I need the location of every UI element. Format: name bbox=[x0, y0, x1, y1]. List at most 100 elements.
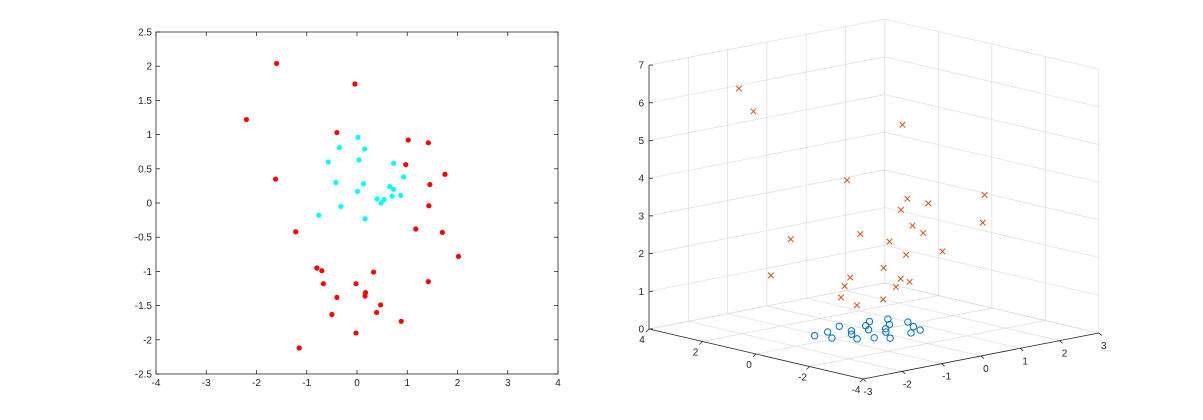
data-point-series-0 bbox=[274, 60, 280, 67]
back-wall-gridline bbox=[648, 207, 885, 254]
data-point-series-1 bbox=[387, 183, 393, 190]
data-point-series-0 bbox=[398, 318, 404, 324]
back-wall-gridline bbox=[648, 244, 885, 292]
data-point-x-marker bbox=[843, 177, 851, 184]
side-wall-gridline bbox=[884, 56, 1099, 108]
x-tick-mark bbox=[1019, 348, 1024, 352]
y-tick-label: -2.5 bbox=[135, 370, 153, 381]
data-point-x-marker bbox=[920, 229, 927, 237]
data-point-series-0 bbox=[378, 302, 384, 308]
data-point-series-0 bbox=[425, 140, 431, 146]
x-tick-label: 4 bbox=[555, 378, 561, 389]
plot-area-2d bbox=[155, 31, 559, 375]
data-point-series-0 bbox=[353, 330, 359, 336]
x-tick-label: -4 bbox=[152, 378, 161, 389]
data-point-series-0 bbox=[455, 253, 462, 259]
x-tick-label: -3 bbox=[864, 387, 873, 398]
data-point-x-marker bbox=[909, 222, 916, 229]
data-point-series-0 bbox=[426, 203, 432, 209]
data-point-series-1 bbox=[374, 196, 380, 202]
y-tick-label: 0 bbox=[746, 360, 752, 371]
data-point-x-marker bbox=[853, 302, 861, 309]
side-wall-gridline bbox=[884, 207, 1099, 258]
y-tick-label: 0.5 bbox=[138, 164, 152, 175]
x-tick-label: -2 bbox=[252, 378, 261, 389]
data-point-x-marker bbox=[892, 283, 900, 291]
data-point-circle-marker bbox=[881, 324, 890, 333]
data-point-series-1 bbox=[360, 181, 367, 187]
data-point-series-1 bbox=[333, 179, 339, 186]
y-tick-label: 2.5 bbox=[138, 28, 152, 39]
x-tick-mark bbox=[941, 363, 945, 367]
data-point-x-marker bbox=[981, 191, 988, 199]
data-point-series-0 bbox=[243, 116, 250, 123]
data-point-series-1 bbox=[316, 212, 322, 218]
y-tick-label: -2 bbox=[143, 335, 152, 346]
back-wall-gridline bbox=[648, 131, 885, 179]
data-point-circle-marker bbox=[810, 331, 819, 340]
data-point-circle-marker bbox=[909, 323, 918, 331]
data-point-series-1 bbox=[391, 160, 397, 166]
data-point-series-0 bbox=[413, 226, 419, 232]
data-point-x-marker bbox=[750, 108, 757, 115]
x-tick-label: 2 bbox=[455, 378, 461, 389]
data-point-x-marker bbox=[880, 296, 887, 303]
side-wall-gridline bbox=[884, 18, 1099, 70]
y-tick-label: -1.5 bbox=[135, 301, 153, 312]
data-point-x-marker bbox=[837, 294, 845, 301]
data-point-series-0 bbox=[439, 229, 446, 236]
floor-gridline bbox=[702, 295, 939, 342]
z-tick-label: 7 bbox=[638, 61, 644, 72]
data-point-x-marker bbox=[899, 121, 906, 128]
scatter-2d-plot: -4 -3 -2 -1 0 1 2 3 4 -2.5 -2 -1.5 -1 -0.5 0 0.5 1 1.5 2 2.… bbox=[135, 28, 561, 390]
y-tick-label: 1 bbox=[146, 130, 152, 141]
y-tick-mark bbox=[806, 366, 810, 370]
data-point-series-1 bbox=[389, 193, 395, 199]
side-wall-gridline bbox=[884, 244, 1099, 296]
x-tick-mark bbox=[862, 378, 867, 382]
x-tick-mark bbox=[1059, 340, 1063, 344]
data-point-series-1 bbox=[362, 216, 368, 222]
data-point-series-1 bbox=[338, 203, 344, 210]
data-point-series-0 bbox=[427, 181, 433, 188]
y-tick-label: 2 bbox=[146, 62, 152, 73]
x-tick-label: 1 bbox=[1022, 356, 1028, 367]
data-point-circle-marker bbox=[847, 330, 856, 338]
data-point-series-1 bbox=[325, 159, 331, 165]
data-point-series-1 bbox=[398, 192, 404, 199]
data-point-series-1 bbox=[354, 188, 361, 194]
z-tick-label: 0 bbox=[638, 325, 644, 336]
back-wall-gridline bbox=[648, 169, 885, 217]
data-point-series-0 bbox=[272, 176, 279, 182]
data-point-x-marker bbox=[735, 85, 743, 92]
data-point-x-marker bbox=[841, 282, 848, 290]
data-point-circle-marker bbox=[823, 328, 832, 336]
data-point-x-marker bbox=[880, 264, 887, 271]
data-point-circle-marker bbox=[884, 315, 892, 323]
data-point-circle-marker bbox=[847, 327, 856, 335]
x-tick-label: 3 bbox=[505, 378, 511, 389]
data-point-circle-marker bbox=[916, 326, 924, 334]
data-point-circle-marker bbox=[885, 320, 894, 329]
side-wall-gridline bbox=[884, 282, 1099, 334]
z-tick-label: 4 bbox=[638, 174, 644, 185]
x-tick-label: 0 bbox=[354, 378, 360, 389]
y-tick-label: -2 bbox=[798, 373, 807, 384]
data-point-series-0 bbox=[320, 281, 326, 287]
data-point-x-marker bbox=[847, 274, 854, 281]
x-tick-mark bbox=[980, 355, 985, 359]
y-tick-label: 0 bbox=[146, 199, 152, 210]
data-point-series-0 bbox=[405, 137, 411, 143]
data-point-series-0 bbox=[319, 268, 325, 274]
data-point-circle-marker bbox=[853, 335, 861, 343]
data-point-x-marker bbox=[925, 200, 932, 207]
data-point-series-1 bbox=[361, 146, 368, 152]
data-point-series-0 bbox=[353, 281, 359, 287]
data-point-series-1 bbox=[355, 134, 361, 140]
data-point-x-marker bbox=[897, 275, 904, 282]
back-wall-gridline bbox=[648, 282, 885, 330]
data-point-series-0 bbox=[334, 129, 340, 136]
back-wall-gridline bbox=[648, 18, 885, 66]
